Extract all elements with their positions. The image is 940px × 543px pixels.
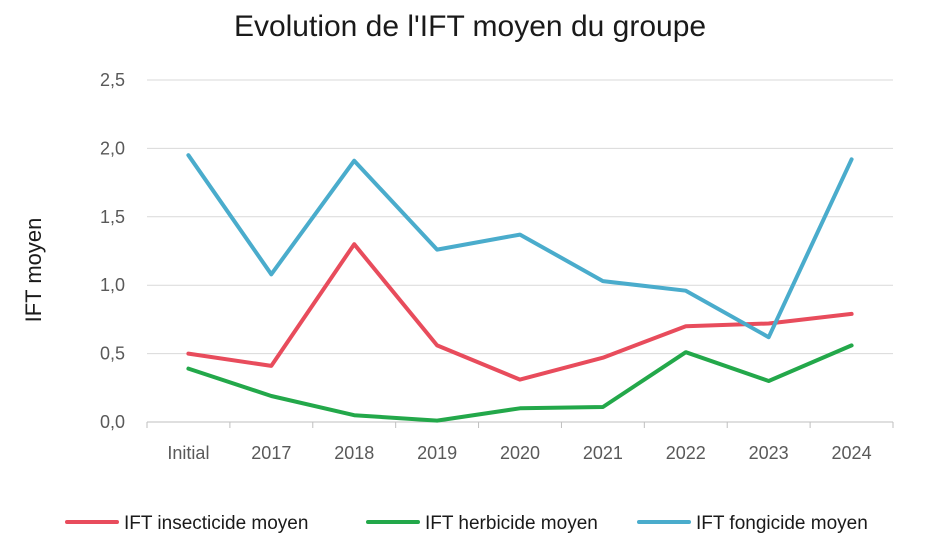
y-tick-label: 0,0 [100,412,125,432]
x-tick-label: 2024 [832,443,872,463]
y-tick-label: 1,5 [100,207,125,227]
legend-label-0: IFT insecticide moyen [124,513,308,534]
x-axis-ticks: Initial 2017 2018 2019 2020 2021 2022 2023 2024 [146,422,894,463]
x-tick-label: 2017 [251,443,291,463]
y-tick-label: 2,0 [100,138,125,158]
x-tick-label: 2019 [417,443,457,463]
x-tick-label: 2022 [666,443,706,463]
y-axis-ticks: 0,0 0,5 1,0 1,5 2,0 2,5 [100,70,125,432]
series-line-0 [186,242,854,382]
legend-label-2: IFT fongicide moyen [696,513,868,534]
gridlines [147,79,893,423]
x-tick-label: 2021 [583,443,623,463]
chart-title: Evolution de l'IFT moyen du groupe [233,10,707,43]
x-tick-label: 2018 [334,443,374,463]
series-lines [186,153,854,423]
series-line-2 [186,153,854,340]
x-tick-label: 2023 [749,443,789,463]
y-axis-title: IFT moyen [21,218,46,323]
x-tick-label: 2020 [500,443,540,463]
y-tick-label: 2,5 [100,70,125,90]
legend: IFT insecticide moyen IFT herbicide moyen… [65,513,868,534]
x-tick-label: Initial [167,443,209,463]
legend-label-1: IFT herbicide moyen [425,513,598,534]
series-line-1 [186,343,854,423]
y-tick-label: 1,0 [100,275,125,295]
y-tick-label: 0,5 [100,344,125,364]
